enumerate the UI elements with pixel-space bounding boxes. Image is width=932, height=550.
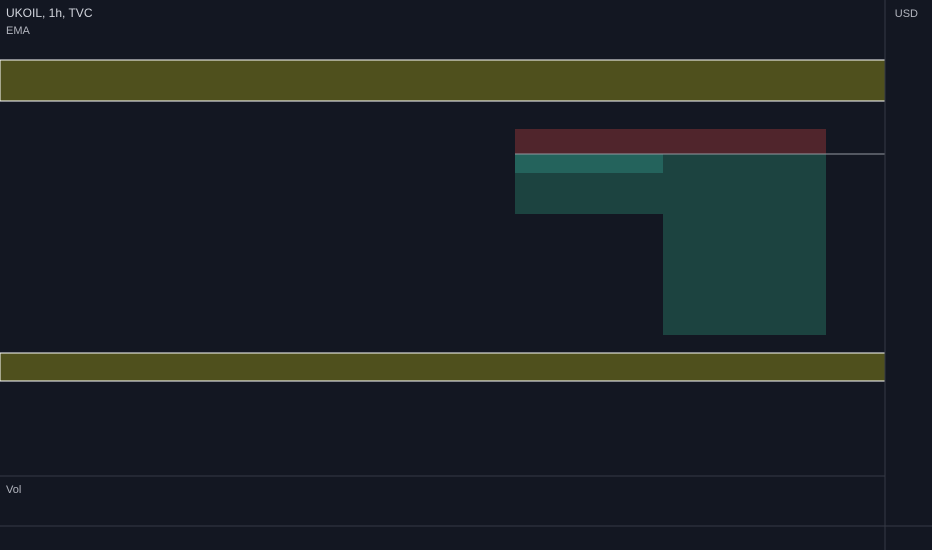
currency: USD <box>895 8 918 20</box>
chart-title: UKOIL, 1h, TVC <box>6 6 93 20</box>
indicator-label: EMA <box>6 25 31 37</box>
resistance-zone[interactable] <box>0 59 886 102</box>
entry-zone[interactable] <box>515 154 663 173</box>
target-zone-extended[interactable] <box>663 154 826 335</box>
volume-title: Vol <box>6 484 21 496</box>
support-zone[interactable] <box>0 352 886 382</box>
stop-zone[interactable] <box>515 129 826 154</box>
